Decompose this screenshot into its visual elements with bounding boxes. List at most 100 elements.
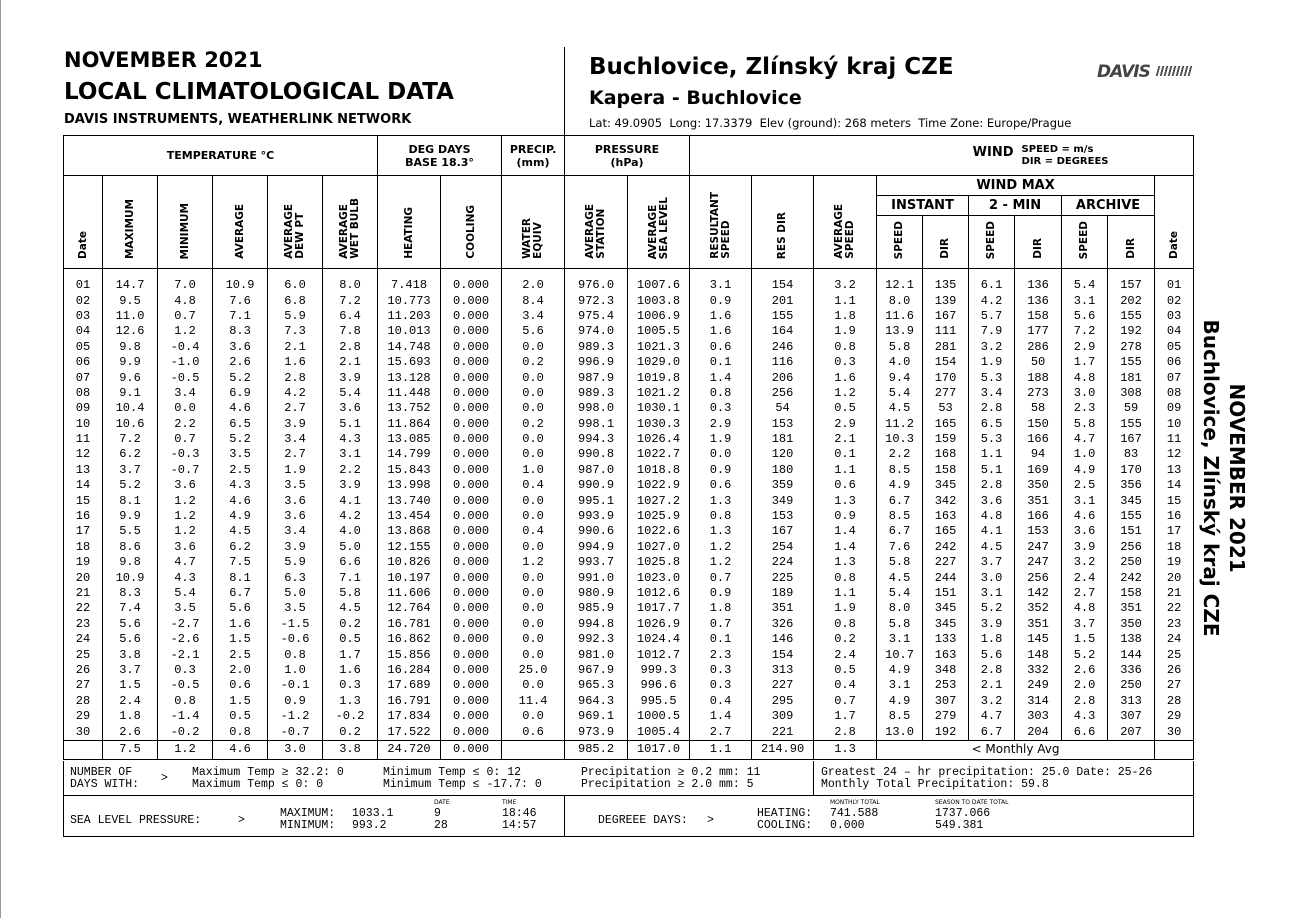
cell: 1.1 <box>813 585 878 602</box>
cell: 2.2 <box>157 416 213 432</box>
cell: 4.9 <box>876 662 924 679</box>
cell: 5.4 <box>876 385 924 402</box>
data-row: 21 8.3 5.4 6.7 5.0 5.8 11.606 0.000 0.0 980.9 1012… <box>63 585 1195 602</box>
cell: 279 <box>922 708 970 725</box>
cell: 58 <box>1014 401 1063 417</box>
cell: 10.9 <box>102 570 158 586</box>
cell: 3.6 <box>157 478 213 494</box>
cell: 247 <box>1014 539 1063 556</box>
cell: 2.8 <box>321 339 379 355</box>
cell: 22 <box>1154 601 1195 617</box>
spacer-cell <box>377 268 442 278</box>
cell: 3.1 <box>689 278 753 294</box>
cell: 980.9 <box>564 585 629 602</box>
cell: 4.0 <box>876 354 924 371</box>
cell: 13.740 <box>377 493 442 509</box>
column-label: DIR <box>939 238 952 259</box>
header-divider <box>564 47 565 135</box>
data-row: 26 3.7 0.3 2.0 1.0 1.6 16.284 0.000 25.0 967.9 999… <box>63 662 1195 679</box>
cell: 345 <box>1107 493 1156 509</box>
cell: 7.4 <box>102 601 158 617</box>
value: 1033.1 <box>352 807 394 820</box>
cell: 221 <box>751 724 815 741</box>
cell: 167 <box>922 308 970 325</box>
cell: 0.4 <box>813 678 878 694</box>
spacer-cell <box>1154 268 1195 278</box>
cell: 21 <box>63 585 103 602</box>
cell: 20 <box>63 570 103 586</box>
data-row: 27 1.5 -0.5 0.6 -0.1 0.3 17.689 0.000 0.0 965.3 99… <box>63 678 1195 694</box>
cell: 3.4 <box>157 385 213 402</box>
avg-label: < Monthly Avg <box>876 739 1156 760</box>
cell: 19 <box>63 555 103 571</box>
group-header: PRESSURE (hPa) <box>564 135 691 176</box>
cell: 5.4 <box>321 385 379 402</box>
cell: 0.0 <box>157 401 213 417</box>
spacer-cell <box>968 268 1016 278</box>
cell: 3.4 <box>501 308 566 325</box>
cell: 1006.9 <box>627 308 691 325</box>
cell: 0.0 <box>501 370 566 386</box>
cell: 3.7 <box>102 462 158 479</box>
cell: 993.9 <box>564 508 629 525</box>
cell: 1.0 <box>501 462 566 479</box>
cell: 201 <box>751 293 815 309</box>
cell: 8.3 <box>102 585 158 602</box>
value: 741.588 <box>830 807 879 820</box>
cell: 17 <box>1154 524 1195 540</box>
cell: 5.8 <box>321 585 379 602</box>
cell: 10.4 <box>102 401 158 417</box>
cell: 0.1 <box>813 447 878 463</box>
cell: 990.9 <box>564 478 629 494</box>
data-row: 03 11.0 0.7 7.1 5.9 6.4 11.203 0.000 3.4 975.4 100… <box>63 308 1195 325</box>
cell: 0.000 <box>440 339 503 355</box>
cell: 9.5 <box>102 293 158 309</box>
cell: 256 <box>1014 570 1063 586</box>
cell: 1.6 <box>321 662 379 679</box>
spacer-cell <box>564 268 629 278</box>
cell: 0.000 <box>440 693 503 709</box>
cell: 139 <box>922 293 970 309</box>
cell: 204 <box>1014 724 1063 741</box>
cell: 14 <box>63 478 103 494</box>
cell: 0.8 <box>267 647 323 663</box>
cell: 02 <box>63 293 103 309</box>
cell: 12.1 <box>876 278 924 294</box>
cell: 345 <box>922 601 970 617</box>
cell: 0.000 <box>440 631 503 648</box>
location-info: Lat: 49.0905 Long: 17.3379 Elev (ground)… <box>589 116 1072 130</box>
cell: 3.9 <box>1061 539 1109 556</box>
column-header: COOLING <box>440 175 503 269</box>
cell: 0.000 <box>440 724 503 741</box>
cell: 59 <box>1107 401 1156 417</box>
cell: 1.2 <box>689 555 753 571</box>
cell: 145 <box>1014 631 1063 648</box>
caption: DATE <box>434 799 450 806</box>
cell: 202 <box>1107 293 1156 309</box>
cell: 1.0 <box>267 662 323 679</box>
cell: 7.8 <box>321 324 379 340</box>
cell: -1.2 <box>267 708 323 725</box>
cell: 2.8 <box>813 724 878 741</box>
cell: 8.5 <box>876 708 924 725</box>
cell: 154 <box>751 647 815 663</box>
cell: 987.0 <box>564 462 629 479</box>
cell <box>501 739 566 760</box>
cell: 3.2 <box>813 278 878 294</box>
cell: 5.4 <box>157 585 213 602</box>
cell: 0.0 <box>501 678 566 694</box>
cell: 09 <box>63 401 103 417</box>
cell: 116 <box>751 354 815 371</box>
cell: 0.000 <box>440 601 503 617</box>
data-row: 29 1.8 -1.4 0.5 -1.2 -0.2 17.834 0.000 0.0 969.1 1… <box>63 708 1195 725</box>
cell: 3.2 <box>1061 555 1109 571</box>
station: Buchlovice, Zlínský kraj CZE <box>589 54 954 80</box>
cell: 1.2 <box>157 493 213 509</box>
cell: 165 <box>922 416 970 432</box>
cell: 11 <box>1154 431 1195 448</box>
cell: 4.9 <box>1061 462 1109 479</box>
cell: 225 <box>751 570 815 586</box>
data-row: 10 10.6 2.2 6.5 3.9 5.1 11.864 0.000 0.2 998.1 103… <box>63 416 1195 432</box>
cell: 11.0 <box>102 308 158 325</box>
cell: 05 <box>63 339 103 355</box>
